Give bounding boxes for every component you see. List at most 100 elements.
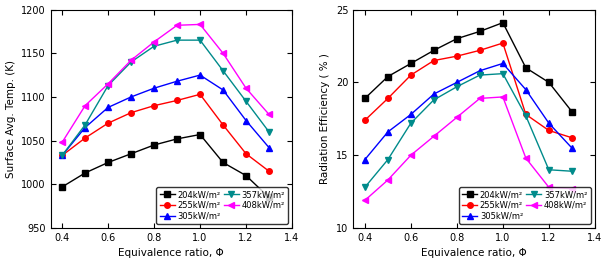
408kW/m² <box>173 24 181 27</box>
357kW/m² <box>58 154 66 157</box>
357kW/m² <box>499 72 506 75</box>
305kW/m² <box>522 88 530 91</box>
255kW/m² <box>196 93 204 96</box>
408kW/m² <box>407 154 415 157</box>
Line: 357kW/m²: 357kW/m² <box>60 37 272 158</box>
357kW/m² <box>568 170 576 173</box>
408kW/m² <box>105 82 112 86</box>
255kW/m² <box>407 73 415 77</box>
305kW/m² <box>81 126 89 129</box>
305kW/m² <box>476 69 483 72</box>
255kW/m² <box>430 59 438 62</box>
305kW/m² <box>173 80 181 83</box>
Y-axis label: Surface Avg. Temp. (K): Surface Avg. Temp. (K) <box>5 60 16 178</box>
357kW/m² <box>105 84 112 87</box>
204kW/m² <box>407 62 415 65</box>
255kW/m² <box>58 154 66 157</box>
204kW/m² <box>58 185 66 188</box>
Legend: 204kW/m², 255kW/m², 305kW/m², 357kW/m², 408kW/m²: 204kW/m², 255kW/m², 305kW/m², 357kW/m², … <box>459 187 590 224</box>
204kW/m² <box>476 30 483 33</box>
305kW/m² <box>58 154 66 157</box>
Line: 305kW/m²: 305kW/m² <box>362 61 575 162</box>
408kW/m² <box>243 87 250 90</box>
204kW/m² <box>522 66 530 69</box>
255kW/m² <box>243 152 250 155</box>
Line: 408kW/m²: 408kW/m² <box>362 94 575 203</box>
Line: 255kW/m²: 255kW/m² <box>60 92 272 174</box>
305kW/m² <box>219 88 227 92</box>
305kW/m² <box>499 62 506 65</box>
255kW/m² <box>568 136 576 139</box>
X-axis label: Equivalence ratio, Φ: Equivalence ratio, Φ <box>119 248 224 258</box>
408kW/m² <box>58 141 66 144</box>
255kW/m² <box>384 97 392 100</box>
305kW/m² <box>196 73 204 77</box>
357kW/m² <box>265 130 272 134</box>
357kW/m² <box>219 69 227 72</box>
357kW/m² <box>150 45 157 48</box>
408kW/m² <box>522 157 530 160</box>
255kW/m² <box>173 99 181 102</box>
204kW/m² <box>384 75 392 78</box>
305kW/m² <box>128 95 135 98</box>
204kW/m² <box>453 37 460 40</box>
Legend: 204kW/m², 255kW/m², 305kW/m², 357kW/m², 408kW/m²: 204kW/m², 255kW/m², 305kW/m², 357kW/m², … <box>156 187 288 224</box>
255kW/m² <box>265 170 272 173</box>
357kW/m² <box>361 186 368 189</box>
357kW/m² <box>545 168 553 171</box>
Line: 357kW/m²: 357kW/m² <box>362 71 575 190</box>
255kW/m² <box>219 123 227 126</box>
408kW/m² <box>499 95 506 98</box>
357kW/m² <box>453 85 460 88</box>
305kW/m² <box>545 122 553 125</box>
204kW/m² <box>81 171 89 175</box>
Line: 305kW/m²: 305kW/m² <box>60 72 272 158</box>
Line: 408kW/m²: 408kW/m² <box>60 22 272 145</box>
204kW/m² <box>430 49 438 52</box>
255kW/m² <box>361 119 368 122</box>
357kW/m² <box>384 158 392 161</box>
255kW/m² <box>499 41 506 45</box>
Line: 204kW/m²: 204kW/m² <box>60 132 272 200</box>
204kW/m² <box>150 143 157 147</box>
357kW/m² <box>476 73 483 77</box>
305kW/m² <box>243 119 250 122</box>
305kW/m² <box>407 113 415 116</box>
305kW/m² <box>105 106 112 109</box>
408kW/m² <box>453 116 460 119</box>
357kW/m² <box>128 60 135 64</box>
408kW/m² <box>81 104 89 107</box>
357kW/m² <box>173 39 181 42</box>
357kW/m² <box>81 123 89 126</box>
255kW/m² <box>453 55 460 58</box>
408kW/m² <box>265 113 272 116</box>
408kW/m² <box>128 59 135 62</box>
204kW/m² <box>243 174 250 177</box>
305kW/m² <box>384 130 392 134</box>
X-axis label: Equivalence ratio, Φ: Equivalence ratio, Φ <box>421 248 527 258</box>
357kW/m² <box>430 98 438 101</box>
255kW/m² <box>476 49 483 52</box>
408kW/m² <box>476 97 483 100</box>
408kW/m² <box>430 135 438 138</box>
Y-axis label: Radiation Efficiency ( % ): Radiation Efficiency ( % ) <box>320 53 331 184</box>
204kW/m² <box>196 133 204 136</box>
204kW/m² <box>128 152 135 155</box>
305kW/m² <box>150 87 157 90</box>
357kW/m² <box>243 100 250 103</box>
408kW/m² <box>545 186 553 189</box>
204kW/m² <box>361 97 368 100</box>
305kW/m² <box>568 146 576 149</box>
255kW/m² <box>105 122 112 125</box>
204kW/m² <box>105 161 112 164</box>
Line: 204kW/m²: 204kW/m² <box>362 20 575 114</box>
255kW/m² <box>150 104 157 107</box>
357kW/m² <box>522 114 530 117</box>
408kW/m² <box>384 178 392 182</box>
204kW/m² <box>265 196 272 199</box>
408kW/m² <box>361 199 368 202</box>
305kW/m² <box>361 158 368 161</box>
255kW/m² <box>81 136 89 140</box>
305kW/m² <box>430 92 438 96</box>
255kW/m² <box>545 129 553 132</box>
